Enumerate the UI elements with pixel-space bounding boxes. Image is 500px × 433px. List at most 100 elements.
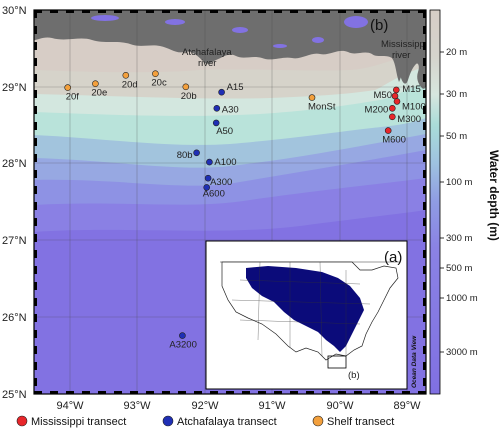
frame-tick [423,298,426,306]
panel-b-label: (b) [370,17,388,34]
land-louisiana [34,10,426,82]
station-label-m300: M300 [397,114,421,125]
frame-tick [354,391,362,394]
station-label-monst: MonSt [308,102,336,113]
lat-label: 30°N [2,5,27,17]
frame-tick [242,391,250,394]
frame-tick [258,391,266,394]
station-marker-monst [308,94,316,101]
frame-tick [34,26,37,34]
frame-tick [146,10,154,13]
colorbar-label: 1000 m [446,293,478,304]
station-marker-a3200 [179,332,186,339]
frame-tick [130,391,138,394]
frame-tick [423,266,426,274]
station-marker-20f [64,84,71,91]
legend-label: Mississippi transect [31,416,126,428]
frame-tick [98,10,106,13]
frame-tick [34,10,42,13]
frame-tick [423,154,426,162]
lon-label: 89°W [393,400,421,412]
frame-tick [226,391,234,394]
river-label-mississippi-2: river [392,50,410,61]
frame-tick [423,186,426,194]
frame-tick [34,362,37,370]
frame-tick [423,74,426,82]
frame-tick [423,10,426,18]
frame-tick [402,391,410,394]
frame-tick [418,10,426,13]
frame-tick [34,330,37,338]
station-marker-m300 [388,113,396,121]
frame-tick [34,154,37,162]
colorbar-label: 20 m [446,47,467,58]
frame-tick [423,202,426,210]
frame-tick [50,391,58,394]
station-label-m200: M200 [365,104,389,115]
frame-tick [226,10,234,13]
lake [165,19,185,25]
lon-label: 93°W [123,400,151,412]
lat-label: 28°N [2,158,27,170]
frame-tick [34,90,37,98]
colorbar-title: Water depth (m) [487,150,500,241]
colorbar-label: 500 m [446,263,472,274]
legend-swatch [162,415,174,427]
frame-tick [34,186,37,194]
ocean-data-view-credit: Ocean Data View [411,335,418,388]
station-label-a100: A100 [214,157,236,168]
station-marker-a300 [204,174,212,182]
frame-tick [34,250,37,258]
frame-tick [290,10,298,13]
frame-tick [34,314,37,322]
frame-tick [354,10,362,13]
frame-tick [50,10,58,13]
frame-tick [423,106,426,114]
station-marker-80b [193,149,200,157]
lake [91,15,119,21]
station-label-a50: A50 [216,126,233,137]
frame-tick [423,378,426,386]
station-label-20c: 20c [151,78,167,89]
frame-tick [210,10,218,13]
latitude-labels: 30°N 29°N 28°N 27°N 26°N 25°N [2,5,27,401]
station-label-20f: 20f [66,92,80,103]
frame-tick [178,10,186,13]
frame-tick [306,391,314,394]
colorbar-label: 300 m [446,233,472,244]
station-marker-20b [182,83,190,91]
inset-b-box [327,355,347,369]
station-label-a15: A15 [227,82,244,93]
frame-tick [423,58,426,66]
colorbar-label: 3000 m [446,347,478,358]
legend-label: Shelf transect [327,416,394,428]
longitude-labels: 94°W 93°W 92°W 91°W 90°W 89°W [56,400,421,412]
station-marker-a30 [213,105,221,112]
frame-tick [34,378,37,386]
frame-tick [34,346,37,354]
frame-tick [34,10,37,18]
station-marker-m100 [393,98,401,105]
lon-label: 94°W [56,400,84,412]
frame-tick [338,391,346,394]
frame-tick [66,10,74,13]
lon-label: 92°W [191,400,219,412]
frame-tick [423,170,426,178]
frame-tick [98,391,106,394]
station-label-a300: A300 [210,177,232,188]
inset-b-label: (b) [348,370,360,381]
legend-label: Atchafalaya transect [177,416,277,428]
colorbar-label: 50 m [446,131,467,142]
frame-tick [402,10,410,13]
frame-tick [370,391,378,394]
frame-tick [423,42,426,50]
lat-label: 29°N [2,82,27,94]
frame-tick [34,234,37,242]
frame-tick [423,122,426,130]
frame-tick [322,10,330,13]
frame-tick [114,391,122,394]
frame-tick [34,58,37,66]
station-label-m15: M15 [402,84,420,95]
